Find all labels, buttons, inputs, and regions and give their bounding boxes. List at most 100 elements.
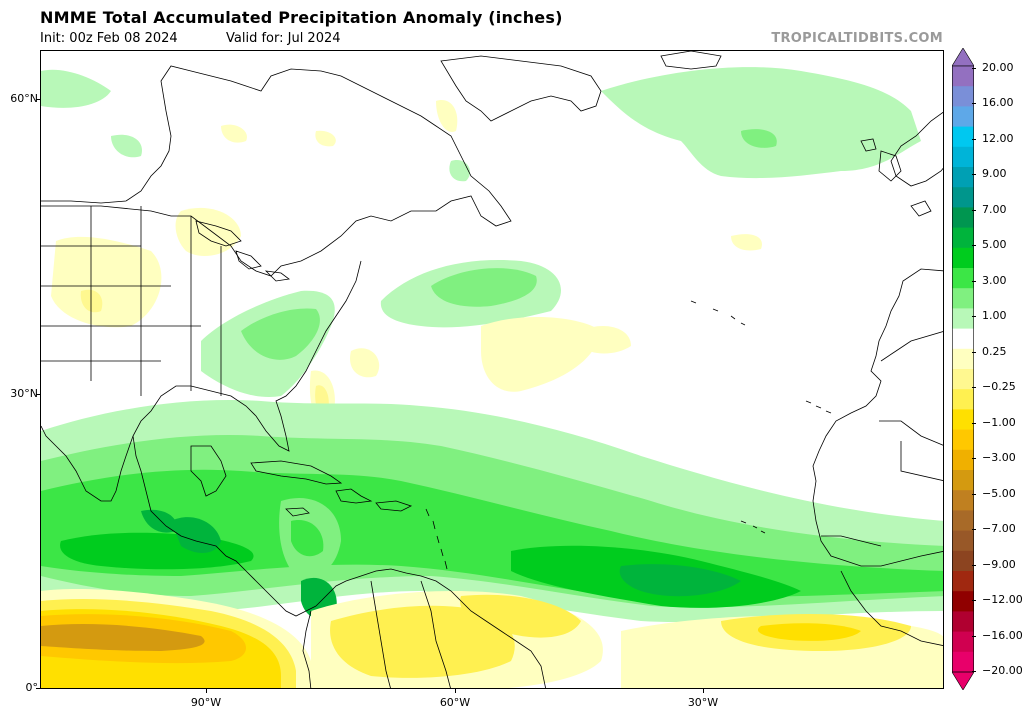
colorbar-min-arrow — [952, 671, 974, 690]
lat-label-0: 0° — [25, 681, 39, 694]
colorbar-swatch — [952, 591, 974, 612]
colorbar-tick — [972, 671, 976, 672]
colorbar-swatch — [952, 86, 974, 107]
anomaly-region — [757, 623, 861, 641]
init-time: Init: 00z Feb 08 2024 — [40, 31, 178, 46]
colorbar-label: 3.00 — [982, 273, 1007, 287]
colorbar-swatch — [952, 651, 974, 673]
colorbar-label: 12.00 — [982, 131, 1014, 145]
colorbar-label: 0.25 — [982, 344, 1007, 358]
colorbar-label: −9.00 — [982, 557, 1016, 571]
lon-tick — [455, 689, 456, 693]
colorbar-label: −0.25 — [982, 380, 1016, 394]
colorbar-swatch — [952, 550, 974, 572]
colorbar-label: −16.00 — [982, 628, 1023, 642]
colorbar-swatch — [952, 126, 974, 148]
colorbar-swatch — [952, 490, 974, 511]
colorbar-tick — [972, 529, 976, 531]
colorbar-swatch — [952, 227, 974, 249]
colorbar-label: −3.00 — [982, 451, 1016, 465]
anomaly-region — [175, 207, 241, 256]
anomaly-region — [41, 624, 205, 651]
colorbar-swatch — [952, 308, 974, 330]
anomaly-region — [41, 69, 111, 108]
colorbar-tick — [972, 103, 976, 105]
colorbar-swatch — [952, 348, 974, 370]
colorbar-label: −20.00 — [982, 664, 1023, 677]
colorbar-swatch — [952, 146, 974, 168]
colorbar-label: −7.00 — [982, 522, 1016, 536]
anomaly-region — [111, 134, 142, 158]
colorbar-frame — [952, 65, 974, 673]
colorbar-swatch — [952, 106, 974, 128]
colorbar-tick — [972, 209, 976, 211]
colorbar-tick — [972, 280, 976, 282]
colorbar-swatch — [952, 409, 974, 431]
anomaly-region — [330, 605, 515, 678]
anomaly-region — [350, 348, 380, 378]
lon-label-90w: 90°W — [190, 696, 222, 709]
lon-label-30w: 30°W — [687, 696, 719, 709]
colorbar-label: 16.00 — [982, 96, 1014, 110]
anomaly-region — [601, 67, 921, 179]
colorbar-label: 9.00 — [982, 167, 1007, 181]
anomaly-region — [221, 124, 247, 143]
colorbar-tick — [972, 422, 976, 424]
colorbar-swatch — [952, 510, 974, 532]
anomaly-region — [460, 594, 581, 638]
lat-label-60n: 60°N — [10, 92, 38, 105]
colorbar-label: −5.00 — [982, 486, 1016, 500]
colorbar-swatch — [952, 530, 974, 552]
anomaly-region — [291, 520, 324, 557]
anomaly-region — [731, 234, 762, 251]
colorbar-tick — [972, 458, 976, 460]
colorbar-label: 20.00 — [982, 61, 1014, 74]
brand-watermark: TROPICALTIDBITS.COM — [771, 31, 943, 46]
colorbar-swatch — [952, 187, 974, 208]
anomaly-map — [41, 51, 943, 688]
colorbar-tick — [972, 564, 976, 566]
coastlines — [41, 51, 943, 688]
colorbar-tick — [972, 68, 976, 69]
colorbar-swatch — [952, 207, 974, 229]
anomaly-region — [449, 160, 471, 182]
colorbar-swatch — [952, 449, 974, 471]
colorbar-swatch — [952, 389, 974, 410]
colorbar-swatch — [952, 268, 974, 289]
colorbar — [952, 48, 974, 690]
map-panel — [40, 50, 944, 689]
lat-tick — [36, 394, 40, 395]
colorbar-swatch — [952, 66, 974, 87]
colorbar-label: −12.00 — [982, 593, 1023, 607]
colorbar-swatch — [952, 328, 974, 350]
lat-tick — [36, 99, 40, 100]
colorbar-max-arrow — [952, 48, 974, 67]
chart-title: NMME Total Accumulated Precipitation Ano… — [40, 8, 563, 27]
colorbar-swatch — [952, 571, 974, 592]
anomaly-region — [619, 564, 741, 597]
colorbar-tick — [972, 600, 976, 602]
colorbar-label: 5.00 — [982, 238, 1007, 252]
colorbar-swatch — [952, 470, 974, 491]
colorbar-tick — [972, 316, 976, 318]
colorbar-swatch — [952, 611, 974, 633]
anomaly-region — [241, 308, 320, 360]
colorbar-swatch — [952, 167, 974, 188]
colorbar-swatch — [952, 288, 974, 309]
lat-label-30n: 30°N — [10, 387, 38, 400]
anomaly-region — [436, 100, 458, 132]
anomaly-field — [41, 67, 943, 688]
anomaly-region — [481, 316, 601, 392]
colorbar-label: −1.00 — [982, 415, 1016, 429]
lon-label-60w: 60°W — [439, 696, 471, 709]
colorbar-swatch — [952, 247, 974, 269]
anomaly-region — [315, 130, 336, 147]
lon-tick — [703, 689, 704, 693]
colorbar-label: 7.00 — [982, 202, 1007, 216]
lon-tick — [206, 689, 207, 693]
colorbar-tick — [972, 493, 976, 495]
anomaly-region — [741, 129, 777, 148]
colorbar-tick — [972, 387, 976, 389]
colorbar-tick — [972, 635, 976, 637]
colorbar-tick — [972, 351, 976, 353]
